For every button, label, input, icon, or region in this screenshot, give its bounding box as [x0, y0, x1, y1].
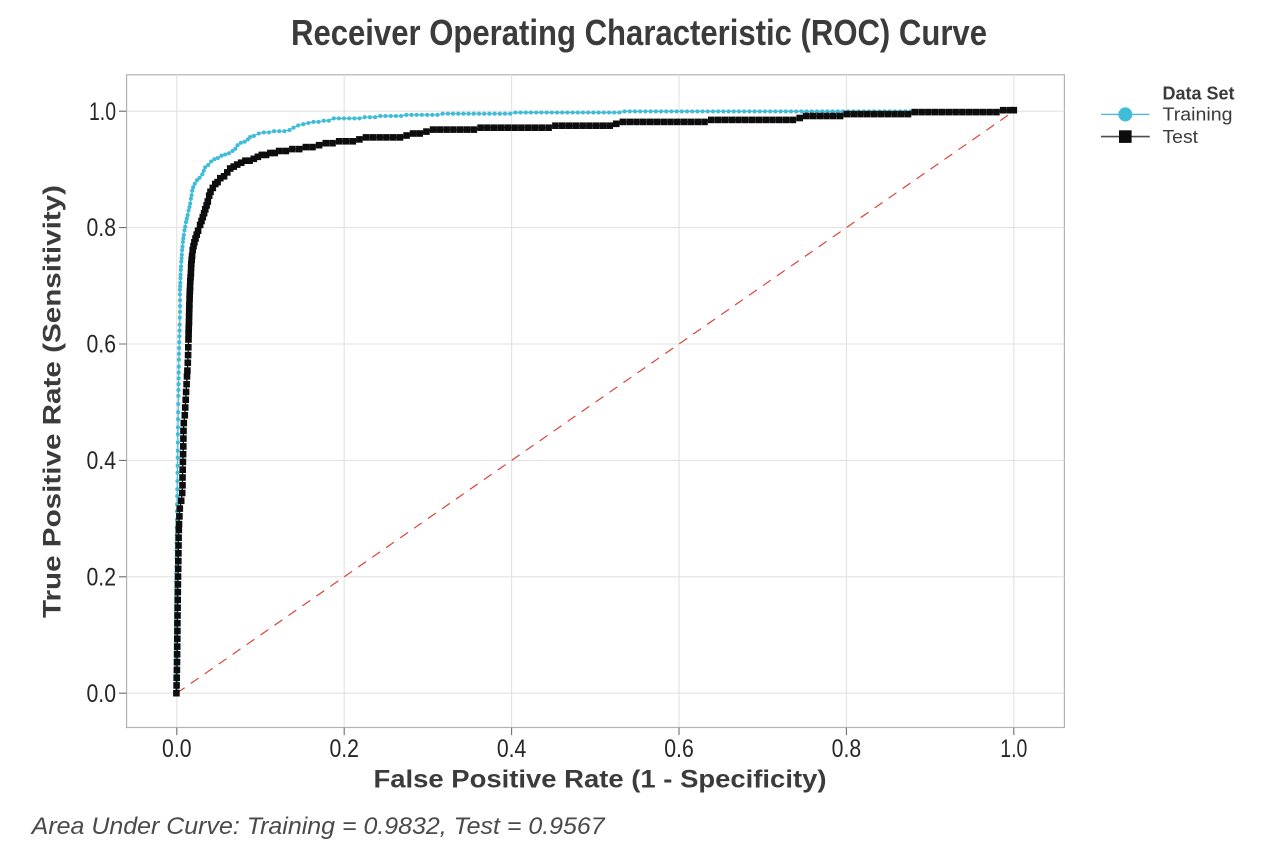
svg-text:Area Under Curve: Training = 0: Area Under Curve: Training = 0.9832, Tes…	[30, 813, 607, 840]
svg-text:0.8: 0.8	[87, 214, 117, 242]
svg-text:0.6: 0.6	[664, 735, 694, 763]
svg-text:1.0: 1.0	[1000, 735, 1027, 763]
svg-text:0.4: 0.4	[87, 447, 117, 475]
svg-text:0.2: 0.2	[87, 563, 117, 591]
svg-text:0.6: 0.6	[87, 331, 117, 359]
svg-text:Receiver Operating Characteris: Receiver Operating Characteristic (ROC) …	[291, 12, 987, 53]
svg-text:Data Set: Data Set	[1163, 83, 1235, 104]
svg-text:0.2: 0.2	[329, 735, 359, 763]
svg-text:True Positive Rate (Sensitivit: True Positive Rate (Sensitivity)	[39, 185, 67, 618]
svg-text:Training: Training	[1163, 104, 1233, 125]
svg-text:False Positive Rate (1 - Speci: False Positive Rate (1 - Specificity)	[374, 766, 827, 794]
svg-text:Test: Test	[1163, 126, 1199, 147]
svg-text:0.4: 0.4	[497, 735, 527, 763]
svg-text:0.0: 0.0	[162, 735, 192, 763]
svg-text:1.0: 1.0	[89, 98, 116, 126]
svg-text:0.8: 0.8	[832, 735, 862, 763]
svg-text:0.0: 0.0	[87, 680, 117, 708]
